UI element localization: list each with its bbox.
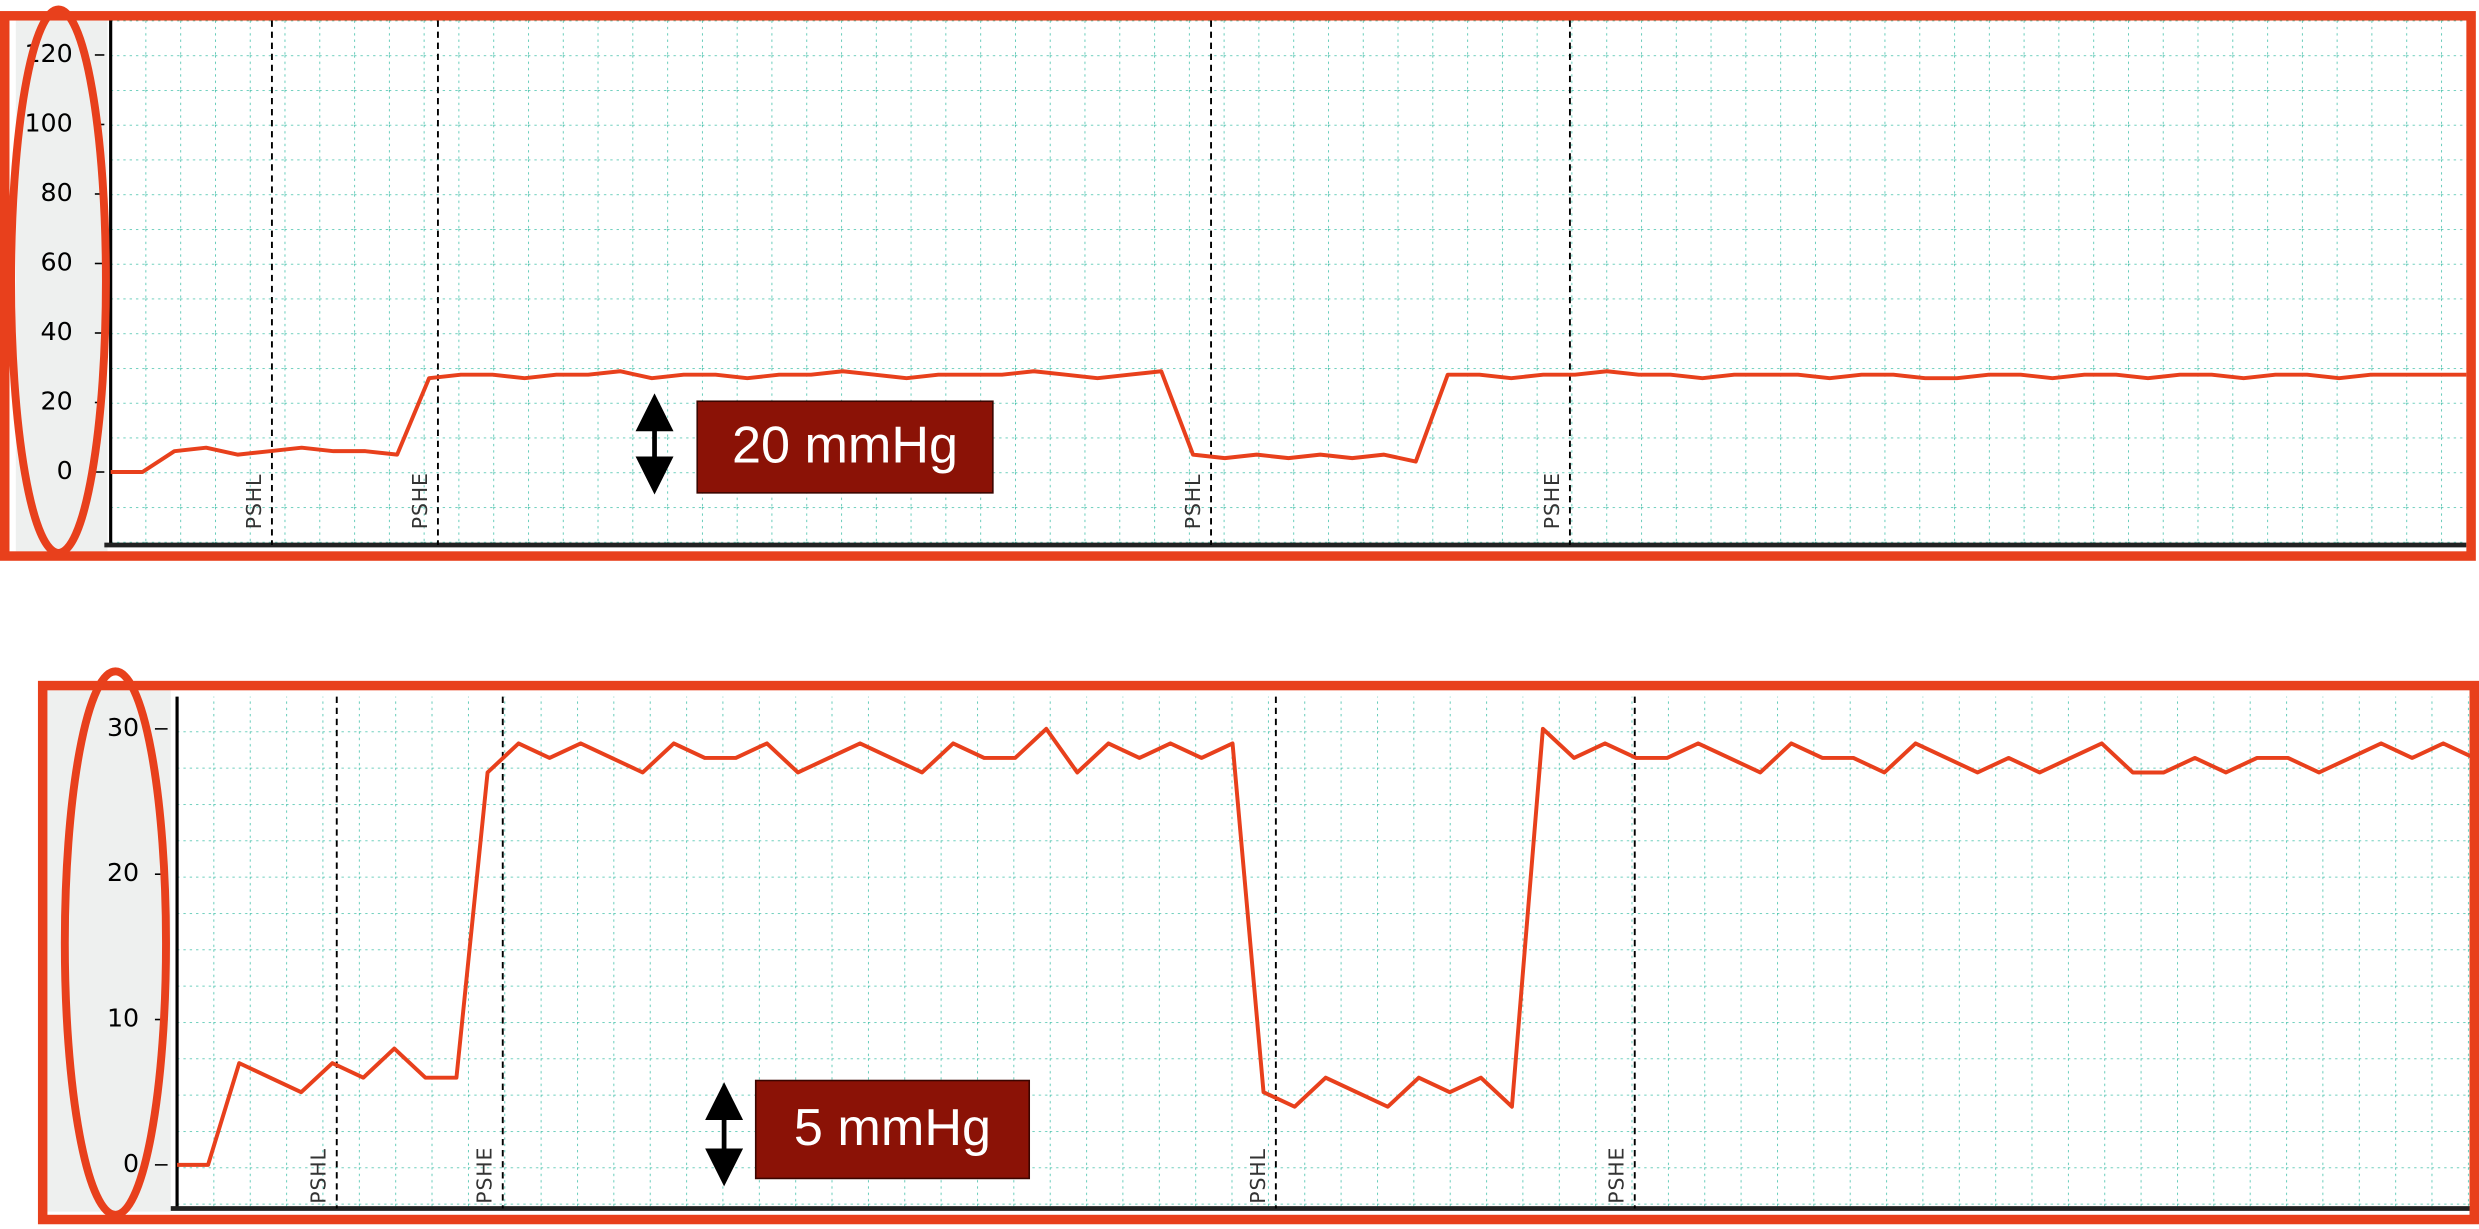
event-label: PSHE — [408, 472, 432, 529]
y-tick-label: 80 — [41, 178, 73, 207]
scale-box — [754, 1079, 1031, 1180]
y-tick-label: 30 — [107, 713, 139, 742]
y-tick-label: 40 — [41, 317, 73, 346]
y-tick-label: 10 — [107, 1004, 139, 1033]
event-label: PSHE — [1605, 1147, 1629, 1204]
grid — [110, 20, 2467, 545]
y-tick-label: 100 — [24, 108, 72, 137]
y-tick-label: 20 — [41, 387, 73, 416]
y-tick-label: 60 — [41, 247, 73, 276]
highlight-frame — [37, 680, 2479, 1225]
event-label: PSHL — [1181, 474, 1205, 529]
axis-highlight — [60, 667, 170, 1219]
scale-label: 5 mmHg — [794, 1099, 991, 1157]
scale-label: 20 mmHg — [732, 416, 958, 474]
scale-box — [696, 400, 994, 494]
chart-panel: 0 10 20 30 PSHL PSHE PSHL PSHE 5 mmHg — [37, 667, 2479, 1225]
grid — [177, 696, 2475, 1209]
event-label: PSHE — [473, 1147, 497, 1204]
event-label: PSHL — [1246, 1148, 1270, 1203]
event-label: PSHE — [1540, 472, 1564, 529]
event-label: PSHL — [242, 474, 266, 529]
axis-highlight — [7, 5, 110, 557]
event-label: PSHL — [307, 1148, 331, 1203]
y-tick-label: 20 — [107, 858, 139, 887]
highlight-frame — [0, 11, 2476, 561]
pressure-trace — [110, 369, 2467, 474]
pressure-trace — [177, 726, 2476, 1167]
y-tick-label: 0 — [123, 1149, 139, 1178]
y-tick-label: 0 — [57, 456, 73, 485]
